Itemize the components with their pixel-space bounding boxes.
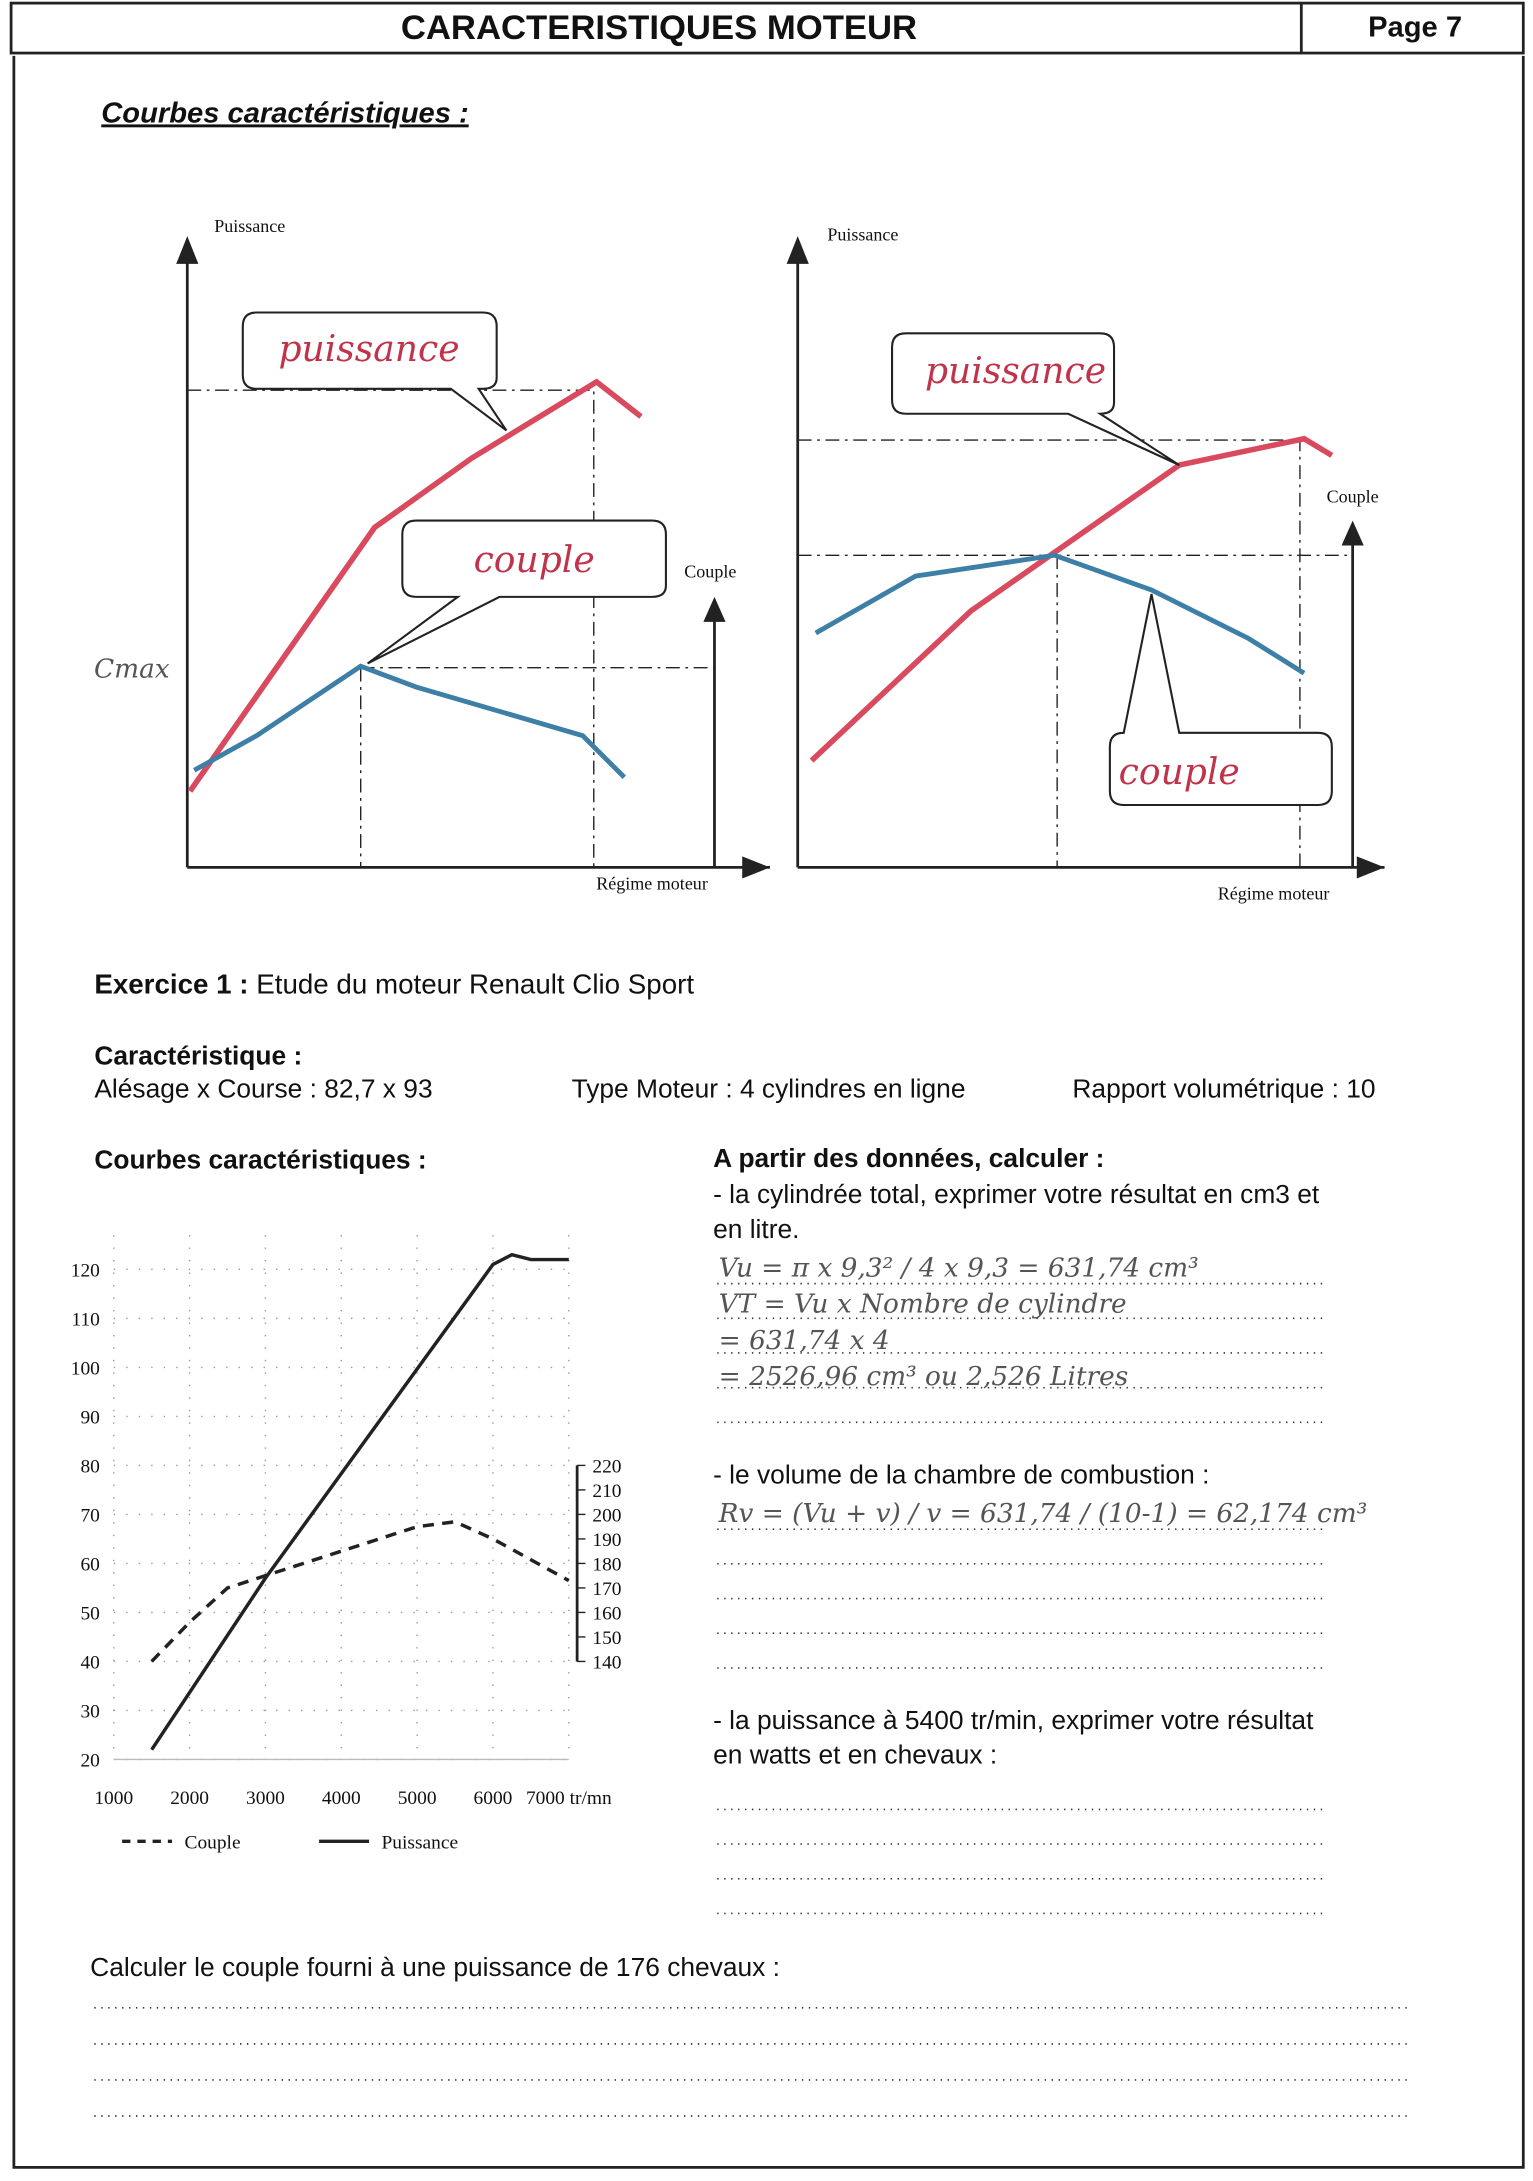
legend-label: Puissance [382,1832,459,1853]
x-axis-label: Régime moteur [1218,883,1330,903]
y-tick-label: 20 [80,1750,99,1771]
page-frame [12,55,1525,2169]
y2-tick-label: 150 [592,1628,621,1649]
handwritten-answer: Vu = π x 9,3² / 4 x 9,3 = 631,74 cm³ [719,1254,1199,1284]
chart-heading: Courbes caractéristiques : [94,1144,426,1174]
y-tick-label: 100 [71,1358,100,1379]
header-frame [9,1,1525,55]
handwritten-answer: Rv = (Vu + v) / v = 631,74 / (10-1) = 62… [718,1499,1368,1529]
y-tick-label: 120 [71,1260,100,1281]
callout [1108,593,1333,807]
y-tick-label: 90 [80,1407,99,1428]
y-tick-label: 40 [80,1652,99,1673]
y-tick-label: 50 [80,1603,99,1624]
x-tick-label: 4000 [322,1788,361,1809]
axes [185,247,770,869]
x-tick-label: 2000 [170,1788,209,1809]
y2-tick-label: 200 [592,1505,621,1526]
torque-curve [814,552,1306,676]
exercise-label: Exercice 1 : [94,969,248,1000]
questions: - la cylindrée total, exprimer votre rés… [94,1179,1409,2117]
spec: Rapport volumétrique : 10 [1072,1074,1375,1104]
power-curve [187,378,643,793]
x-tick-label: 7000 tr/mn [526,1788,612,1809]
handwritten-answer: = 631,74 x 4 [719,1326,890,1356]
y-tick-label: 30 [80,1701,99,1722]
handwritten-answer: = 2526,96 cm³ ou 2,526 Litres [719,1362,1129,1392]
y2-axis-label: Couple [684,561,736,581]
y2-tick-label: 190 [592,1530,621,1551]
diagram: Puissance Couple Régime moteur puissance… [94,216,770,894]
section-title: Courbes caractéristiques : [101,97,468,129]
power-label: puissance [925,350,1106,392]
power-curve [809,435,1334,763]
y-axis-label: Puissance [827,224,898,244]
question-text: - la puissance à 5400 tr/min, exprimer v… [713,1705,1314,1735]
exercise-name: Etude du moteur Renault Clio Sport [256,969,694,1000]
x-tick-label: 5000 [398,1788,437,1809]
spec: Alésage x Course : 82,7 x 93 [94,1074,432,1104]
final-question: Calculer le couple fourni à une puissanc… [90,1952,780,1982]
annotation: Cmax [94,654,170,684]
y-tick-label: 70 [80,1505,99,1526]
question-text: en litre. [713,1214,799,1244]
y-tick-label: 80 [80,1456,99,1477]
y2-tick-label: 220 [592,1456,621,1477]
legend-label: Couple [185,1832,241,1853]
spec: Type Moteur : 4 cylindres en ligne [572,1074,966,1104]
diagram: Puissance Couple Régime moteur puissance… [786,224,1385,903]
y2-tick-label: 170 [592,1579,621,1600]
guide-lines [187,389,715,868]
x-tick-label: 1000 [94,1788,133,1809]
y2-tick-label: 180 [592,1554,621,1575]
series-line [150,1519,570,1663]
question-text: - le volume de la chambre de combustion … [713,1459,1209,1489]
header-title: CARACTERISTIQUES MOTEUR [401,9,917,47]
exercise-title: Exercice 1 : Etude du moteur Renault Cli… [94,969,694,1000]
x-axis-label: Régime moteur [596,874,708,894]
callout [241,311,508,432]
y-tick-label: 110 [71,1309,99,1330]
y2-axis-label: Couple [1327,487,1379,507]
x-tick-label: 3000 [246,1788,285,1809]
torque-label: couple [1119,751,1240,793]
torque-label: couple [474,539,595,581]
question-text: - la cylindrée total, exprimer votre rés… [713,1179,1320,1209]
question-text: en watts et en chevaux : [713,1740,997,1770]
y2-tick-label: 140 [592,1652,621,1673]
series-line [150,1252,569,1751]
handwritten-answer: VT = Vu x Nombre de cylindre [719,1290,1127,1320]
power-label: puissance [278,328,459,370]
questions-intro: A partir des données, calculer : [713,1143,1104,1173]
torque-curve [193,663,627,779]
y2-tick-label: 210 [592,1481,621,1502]
spec-heading: Caractéristique : [94,1040,302,1070]
y-axis-label: Puissance [214,216,285,236]
engine-chart: 1000 2000 3000 4000 5000 6000 7000 tr/mn 20 30 40… [71,1235,621,1853]
y-tick-label: 60 [80,1554,99,1575]
axes [796,250,1385,869]
y2-tick-label: 160 [592,1603,621,1624]
callout [891,332,1180,467]
page-number: Page 7 [1368,11,1462,43]
x-tick-label: 6000 [474,1788,513,1809]
callout [367,519,667,665]
